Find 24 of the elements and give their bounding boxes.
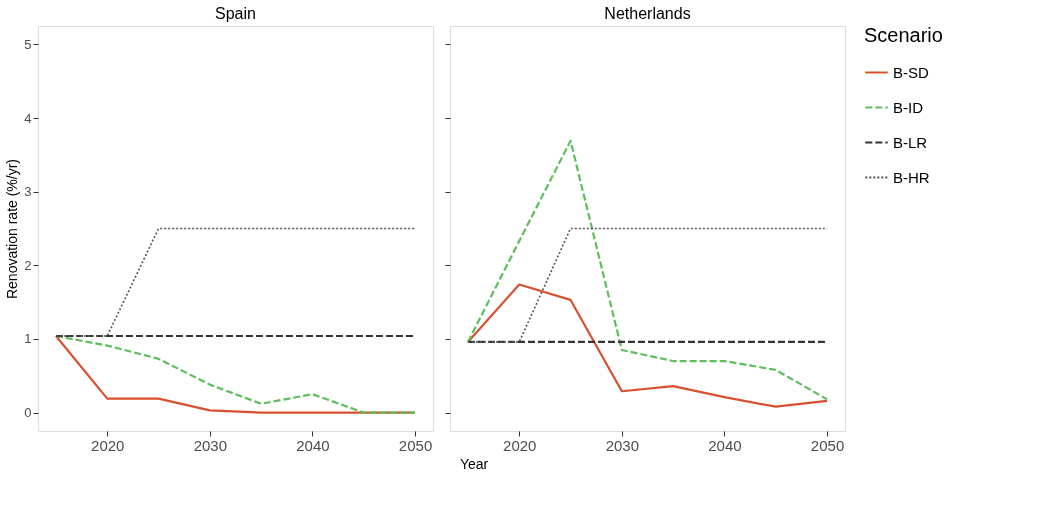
y-tick-label: 2	[24, 257, 32, 273]
legend-label: B-LR	[893, 133, 928, 151]
line-series	[54, 334, 417, 414]
x-tick-label: 2030	[193, 436, 228, 454]
y-tick-label: 4	[24, 110, 32, 126]
y-axis-title: Renovation rate (%/yr)	[4, 158, 21, 300]
legend-label: B-SD	[893, 63, 929, 81]
legend-label: B-HR	[893, 168, 930, 186]
x-tick-label: 2050	[398, 436, 433, 454]
x-tick-label: 2020	[91, 436, 125, 454]
x-tick-label: 2040	[708, 436, 742, 454]
x-tick-label: 2040	[296, 436, 330, 454]
x-tick-label: 2050	[810, 436, 845, 454]
chart-title: Netherlands	[604, 5, 691, 22]
y-tick-label: 0	[24, 405, 32, 421]
chart-title: Spain	[215, 5, 256, 22]
y-tick-label: 5	[24, 36, 32, 52]
legend-title: Scenario	[864, 24, 943, 46]
y-tick-label: 1	[24, 331, 32, 347]
y-tick-label: 3	[24, 184, 32, 200]
x-tick-label: 2030	[605, 436, 640, 454]
x-tick-label: 2020	[503, 436, 537, 454]
x-axis-title: Year	[459, 455, 489, 472]
legend-label: B-ID	[893, 98, 924, 116]
